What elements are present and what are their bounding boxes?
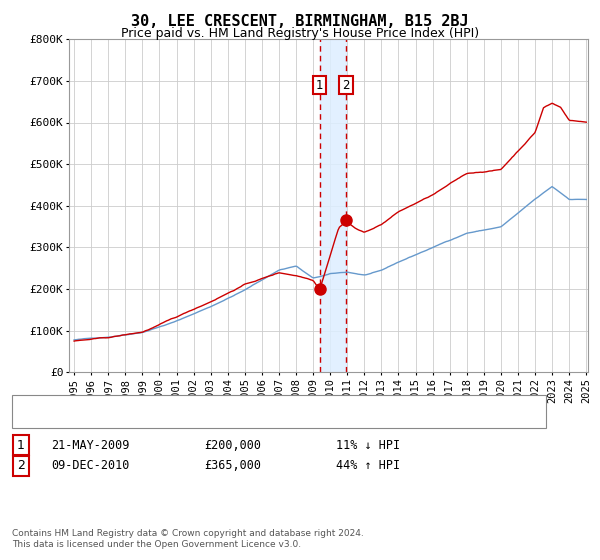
- Text: Contains HM Land Registry data © Crown copyright and database right 2024.
This d: Contains HM Land Registry data © Crown c…: [12, 529, 364, 549]
- Text: £200,000: £200,000: [204, 438, 261, 452]
- Text: 1: 1: [17, 438, 25, 452]
- Text: 30, LEE CRESCENT, BIRMINGHAM, B15 2BJ: 30, LEE CRESCENT, BIRMINGHAM, B15 2BJ: [131, 14, 469, 29]
- Text: 09-DEC-2010: 09-DEC-2010: [51, 459, 130, 473]
- Text: 2: 2: [343, 78, 350, 91]
- Bar: [320, 39, 346, 372]
- Text: 11% ↓ HPI: 11% ↓ HPI: [336, 438, 400, 452]
- Text: 1: 1: [316, 78, 323, 91]
- Text: £365,000: £365,000: [204, 459, 261, 473]
- Text: 44% ↑ HPI: 44% ↑ HPI: [336, 459, 400, 473]
- Text: 21-MAY-2009: 21-MAY-2009: [51, 438, 130, 452]
- Text: Price paid vs. HM Land Registry's House Price Index (HPI): Price paid vs. HM Land Registry's House …: [121, 27, 479, 40]
- Text: 30, LEE CRESCENT, BIRMINGHAM, B15 2BJ (detached house): 30, LEE CRESCENT, BIRMINGHAM, B15 2BJ (d…: [63, 396, 400, 407]
- Text: HPI: Average price, detached house, Birmingham: HPI: Average price, detached house, Birm…: [63, 414, 338, 424]
- Text: 2: 2: [17, 459, 25, 473]
